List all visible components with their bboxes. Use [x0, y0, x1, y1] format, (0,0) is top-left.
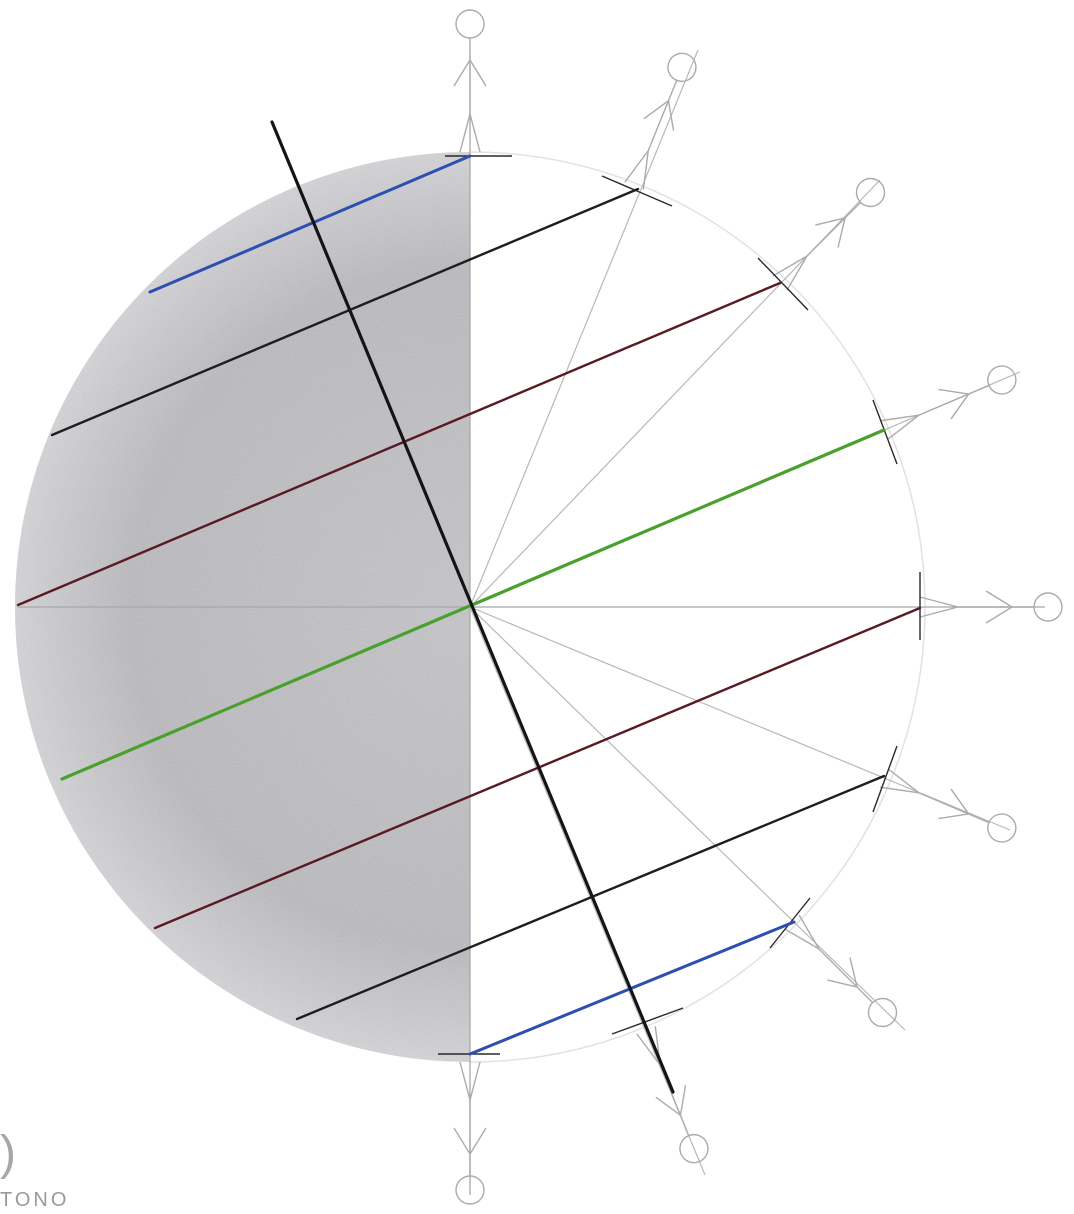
chord-black-2 — [295, 774, 886, 1021]
stick-figure-2 — [624, 52, 697, 190]
corner-text: TONO — [0, 1189, 70, 1211]
chord-black-1 — [50, 187, 640, 437]
stick-figures — [453, 9, 1063, 1205]
ray-1 — [469, 49, 699, 608]
tick-8 — [611, 1007, 684, 1035]
chord-blue-bottom — [468, 920, 796, 1056]
tangent-ticks — [438, 155, 921, 1055]
stick-figure-7 — [784, 914, 898, 1028]
stick-figure-bottom — [453, 1061, 487, 1205]
stick-figure-3 — [772, 177, 886, 291]
stick-figure-4 — [879, 365, 1017, 440]
stick-figure-5 — [919, 590, 1063, 624]
ray-5 — [469, 606, 906, 1031]
chord-maroon-1 — [16, 281, 782, 607]
tick-4 — [872, 399, 898, 465]
stick-figure-top — [453, 9, 487, 153]
tick-3 — [757, 257, 809, 311]
stick-figure-8 — [636, 1026, 709, 1164]
rotation-axis — [270, 120, 675, 1094]
chord-blue-top — [148, 154, 472, 294]
stick-figure-6 — [879, 768, 1017, 843]
corner-glyph: ) — [0, 1127, 16, 1180]
tick-6 — [872, 745, 898, 813]
tick-2 — [601, 175, 673, 207]
